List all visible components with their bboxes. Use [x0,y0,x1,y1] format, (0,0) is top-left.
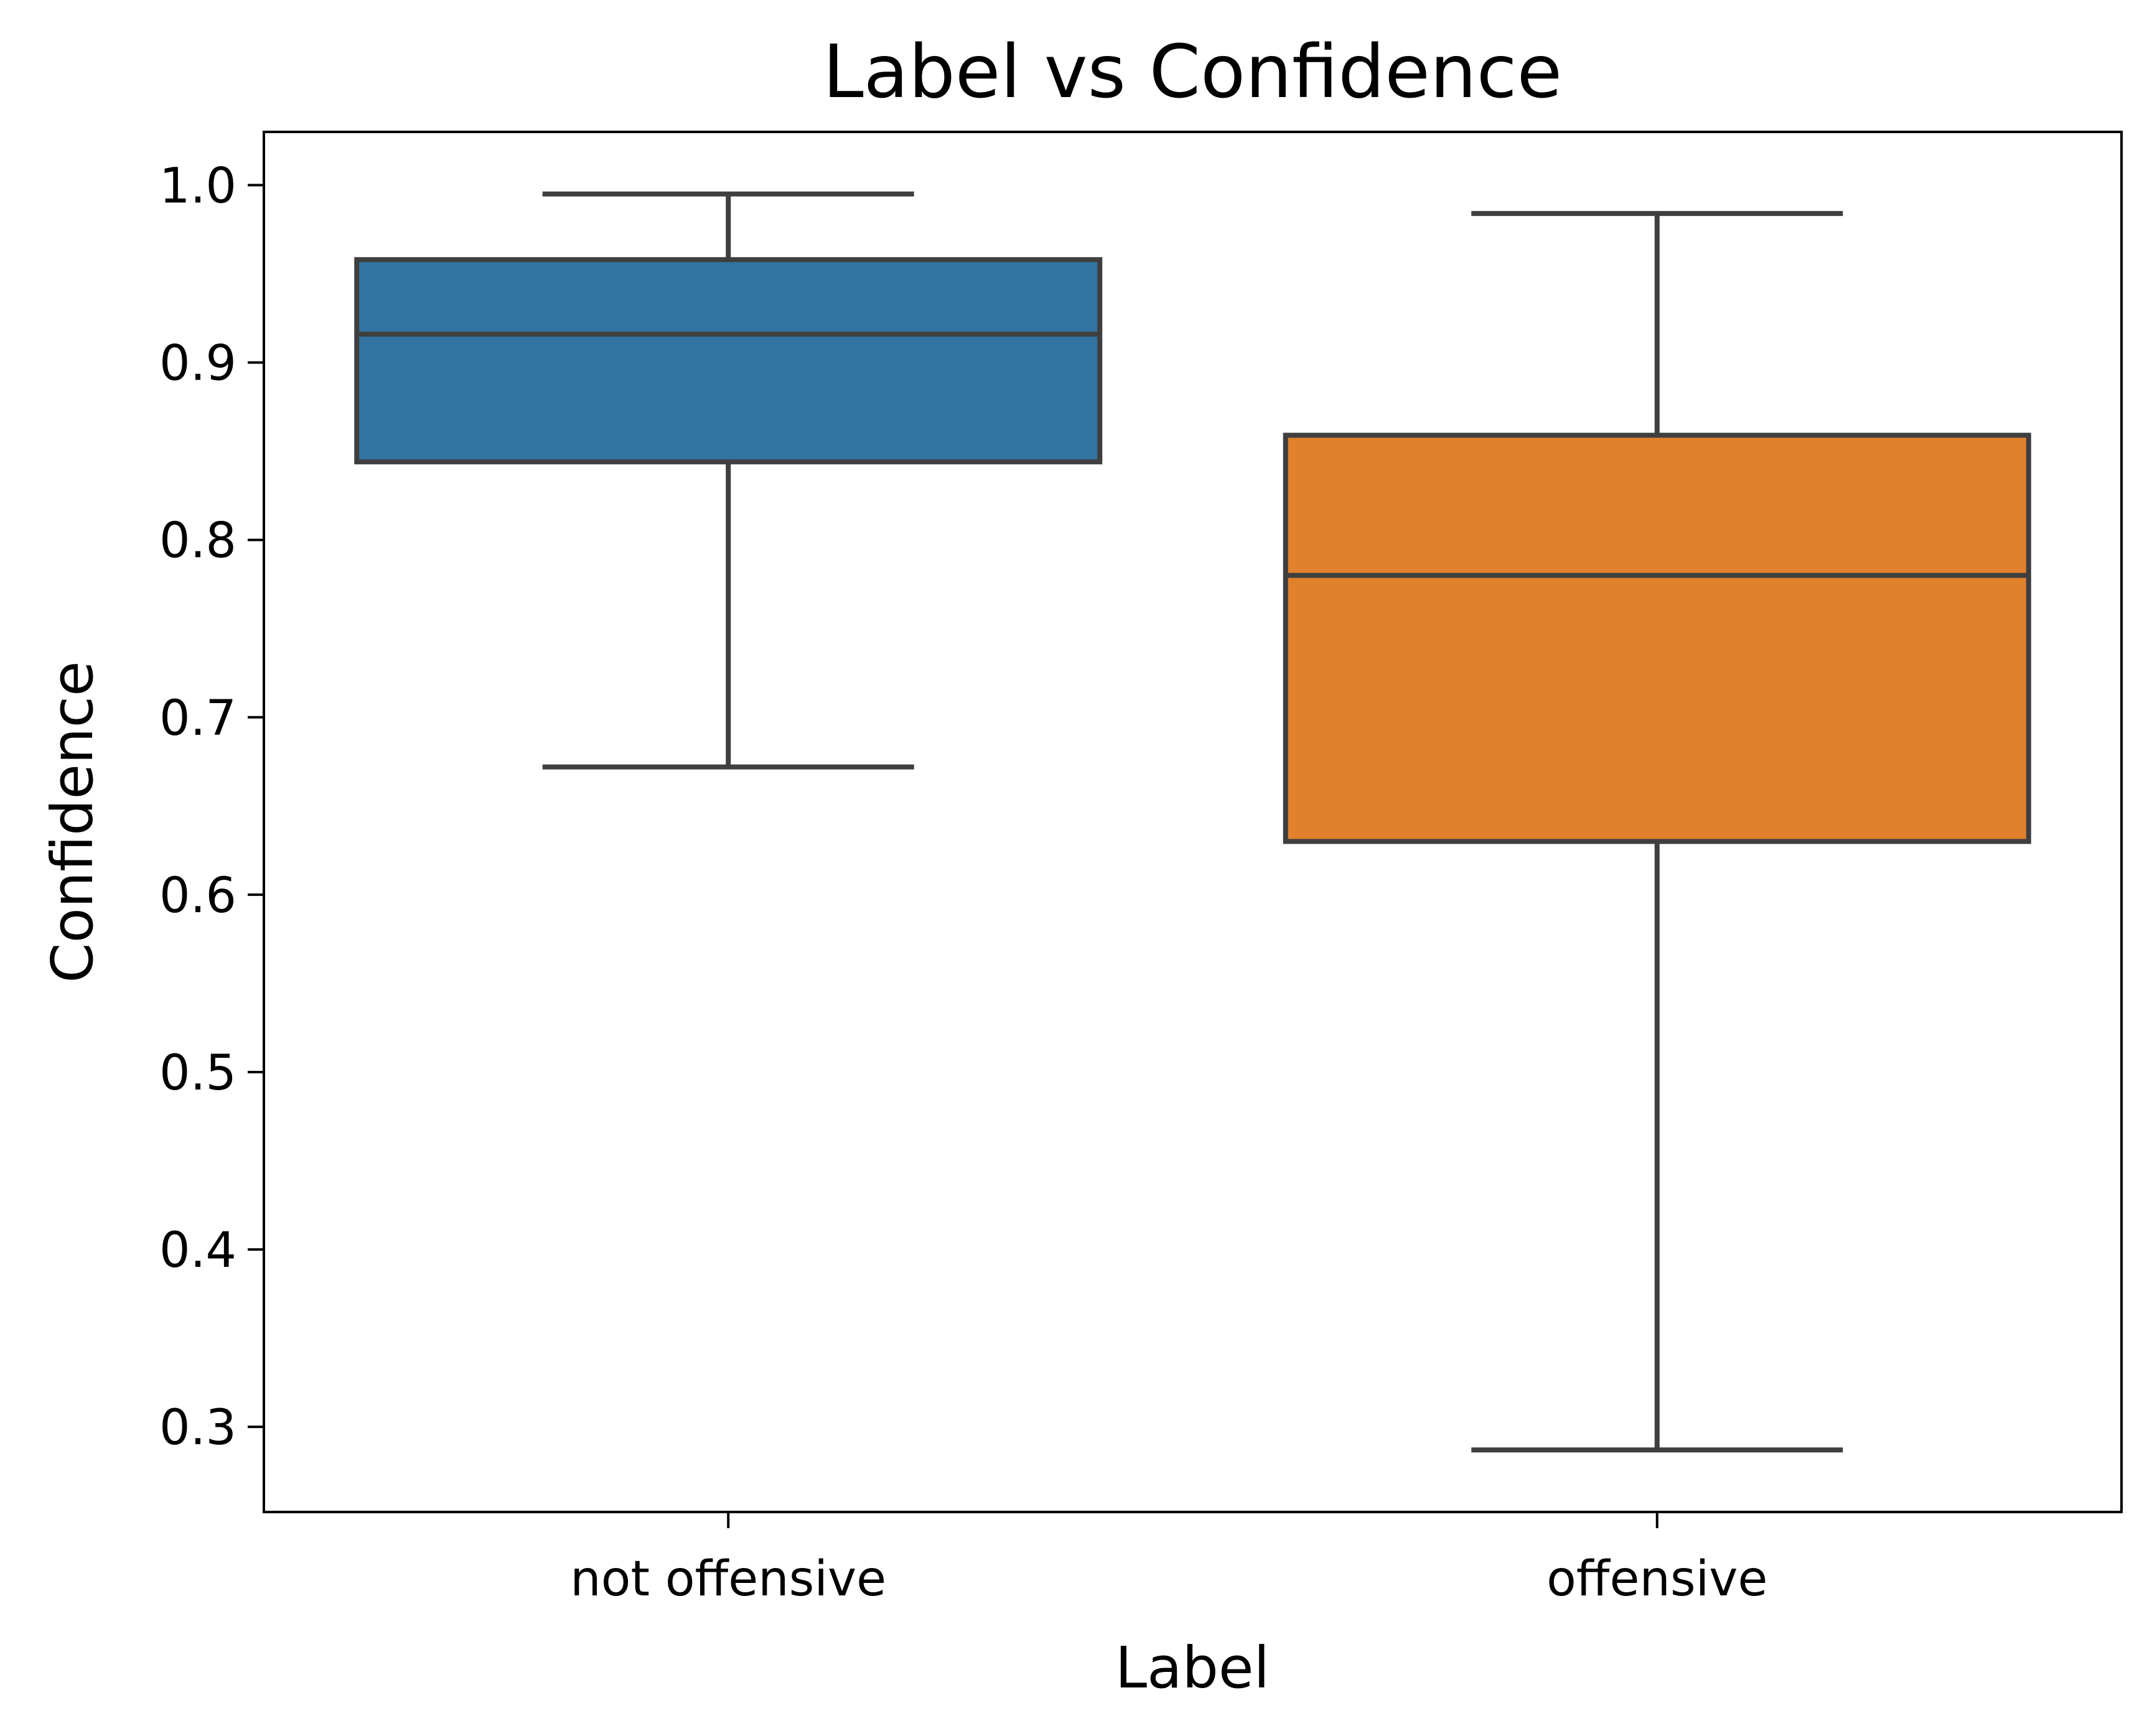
y-tick-label: 0.8 [159,513,236,569]
x-tick-label: not offensive [570,1551,886,1607]
chart-title: Label vs Confidence [823,29,1562,114]
y-axis-label: Confidence [39,661,106,982]
boxes-layer [354,191,2031,1453]
y-tick-label: 0.5 [159,1045,236,1101]
y-tick-label: 0.3 [159,1400,236,1456]
x-axis-label: Label [1115,1635,1270,1701]
y-tick-label: 0.9 [159,336,236,392]
y-tick-label: 1.0 [159,159,236,215]
interquartile-box [1283,432,2031,844]
x-axis: not offensive offensive [570,1512,1767,1607]
y-tick-label: 0.4 [159,1223,236,1279]
box-not-offensive [354,191,1103,770]
box-offensive [1283,211,2031,1453]
interquartile-box [354,257,1103,465]
plot-area-frame [263,131,2123,1513]
x-tick-label: offensive [1546,1551,1767,1607]
y-tick-label: 0.7 [159,691,236,747]
y-axis: 0.3 0.4 0.5 0.6 0.7 0.8 0.9 1.0 [159,159,264,1456]
y-tick-label: 0.6 [159,868,236,924]
